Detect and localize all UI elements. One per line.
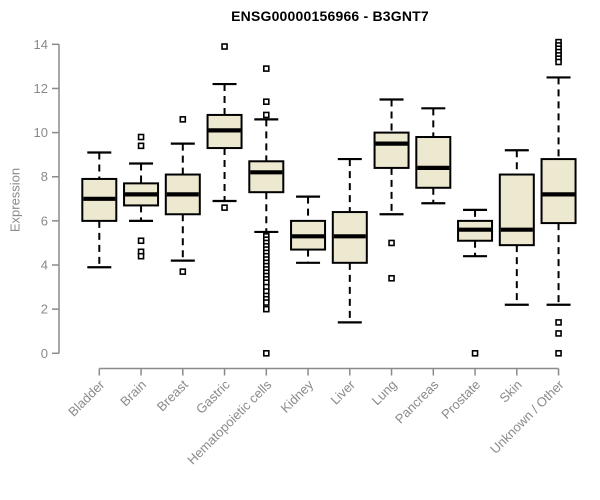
outlier-point: [262, 65, 270, 72]
outlier-point: [471, 349, 479, 357]
outlier-point: [221, 43, 228, 50]
y-tick-label: 14: [34, 37, 48, 52]
outlier-point: [179, 268, 187, 275]
x-tick-label: Breast: [154, 377, 191, 414]
x-tick-label: Skin: [496, 377, 524, 405]
x-tick-label: Bladder: [65, 377, 108, 420]
outlier-point: [555, 349, 562, 357]
outlier-point: [262, 98, 270, 106]
x-tick-label: Gastric: [193, 377, 233, 417]
iqr-box: [415, 136, 452, 189]
y-tick-label: 10: [34, 125, 48, 140]
outlier-point: [262, 299, 270, 306]
outlier-point: [388, 274, 395, 282]
outlier-point: [262, 111, 270, 119]
outlier-point: [388, 239, 395, 247]
y-tick-label: 8: [41, 169, 48, 184]
x-tick-label: Lung: [369, 377, 400, 408]
outlier-point: [137, 142, 145, 150]
outlier-point: [555, 58, 562, 66]
x-tick-label: Liver: [327, 377, 358, 408]
outlier-point: [555, 330, 562, 337]
x-tick-label: Pancreas: [392, 377, 442, 427]
chart-title: ENSG00000156966 - B3GNT7: [231, 8, 429, 24]
y-tick-label: 6: [41, 213, 48, 228]
outlier-point: [262, 305, 270, 313]
outlier-point: [137, 237, 145, 245]
x-tick-label: Unknown / Other: [487, 377, 567, 457]
iqr-box: [498, 173, 535, 247]
x-tick-label: Prostate: [438, 377, 483, 422]
iqr-box: [373, 131, 410, 169]
x-tick-label: Kidney: [277, 377, 316, 416]
y-tick-label: 2: [41, 302, 48, 317]
outlier-point: [137, 133, 145, 141]
y-tick-label: 12: [34, 81, 48, 96]
outlier-point: [262, 349, 270, 357]
outlier-point: [137, 252, 145, 260]
x-tick-label: Brain: [117, 377, 149, 409]
outlier-point: [221, 204, 228, 211]
iqr-box: [540, 158, 577, 225]
outlier-point: [179, 116, 187, 123]
iqr-box: [248, 160, 285, 194]
outlier-point: [555, 319, 562, 326]
y-tick-label: 4: [41, 258, 48, 273]
y-tick-label: 0: [41, 346, 48, 361]
